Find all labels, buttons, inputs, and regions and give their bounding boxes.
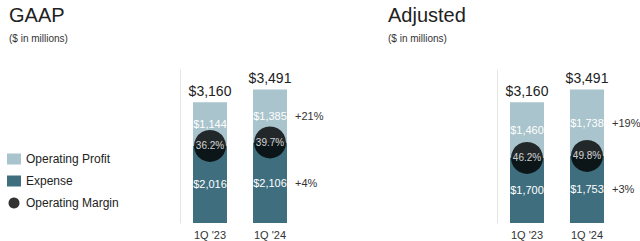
svg-text:Operating Profit: Operating Profit	[26, 152, 111, 166]
svg-text:($ in millions): ($ in millions)	[388, 33, 447, 44]
svg-text:$1,700: $1,700	[510, 184, 544, 196]
svg-text:+21%: +21%	[295, 110, 324, 122]
svg-text:$3,160: $3,160	[189, 83, 232, 99]
svg-text:49.8%: 49.8%	[573, 150, 601, 161]
svg-text:+3%: +3%	[612, 183, 635, 195]
svg-text:$1,460: $1,460	[510, 124, 544, 136]
svg-text:+19%: +19%	[612, 117, 640, 129]
svg-text:1Q '24: 1Q '24	[571, 229, 603, 241]
svg-text:1Q '24: 1Q '24	[254, 229, 286, 241]
svg-text:+4%: +4%	[295, 177, 318, 189]
svg-text:$3,160: $3,160	[506, 83, 549, 99]
svg-text:Adjusted: Adjusted	[388, 4, 466, 26]
svg-text:$3,491: $3,491	[566, 70, 609, 86]
svg-text:GAAP: GAAP	[9, 4, 65, 26]
svg-text:46.2%: 46.2%	[513, 152, 541, 163]
svg-text:$1,144: $1,144	[193, 118, 227, 130]
svg-text:$2,106: $2,106	[253, 177, 287, 189]
svg-text:1Q '23: 1Q '23	[194, 229, 226, 241]
svg-text:$1,385: $1,385	[253, 110, 287, 122]
svg-text:Operating Margin: Operating Margin	[26, 196, 119, 210]
svg-text:($ in millions): ($ in millions)	[9, 33, 68, 44]
svg-text:Expense: Expense	[26, 174, 73, 188]
svg-text:$2,016: $2,016	[193, 178, 227, 190]
svg-text:36.2%: 36.2%	[196, 140, 224, 151]
svg-text:1Q '23: 1Q '23	[511, 229, 543, 241]
svg-text:39.7%: 39.7%	[256, 137, 284, 148]
svg-text:$1,753: $1,753	[570, 183, 604, 195]
svg-text:$1,738: $1,738	[570, 117, 604, 129]
svg-text:$3,491: $3,491	[249, 70, 292, 86]
